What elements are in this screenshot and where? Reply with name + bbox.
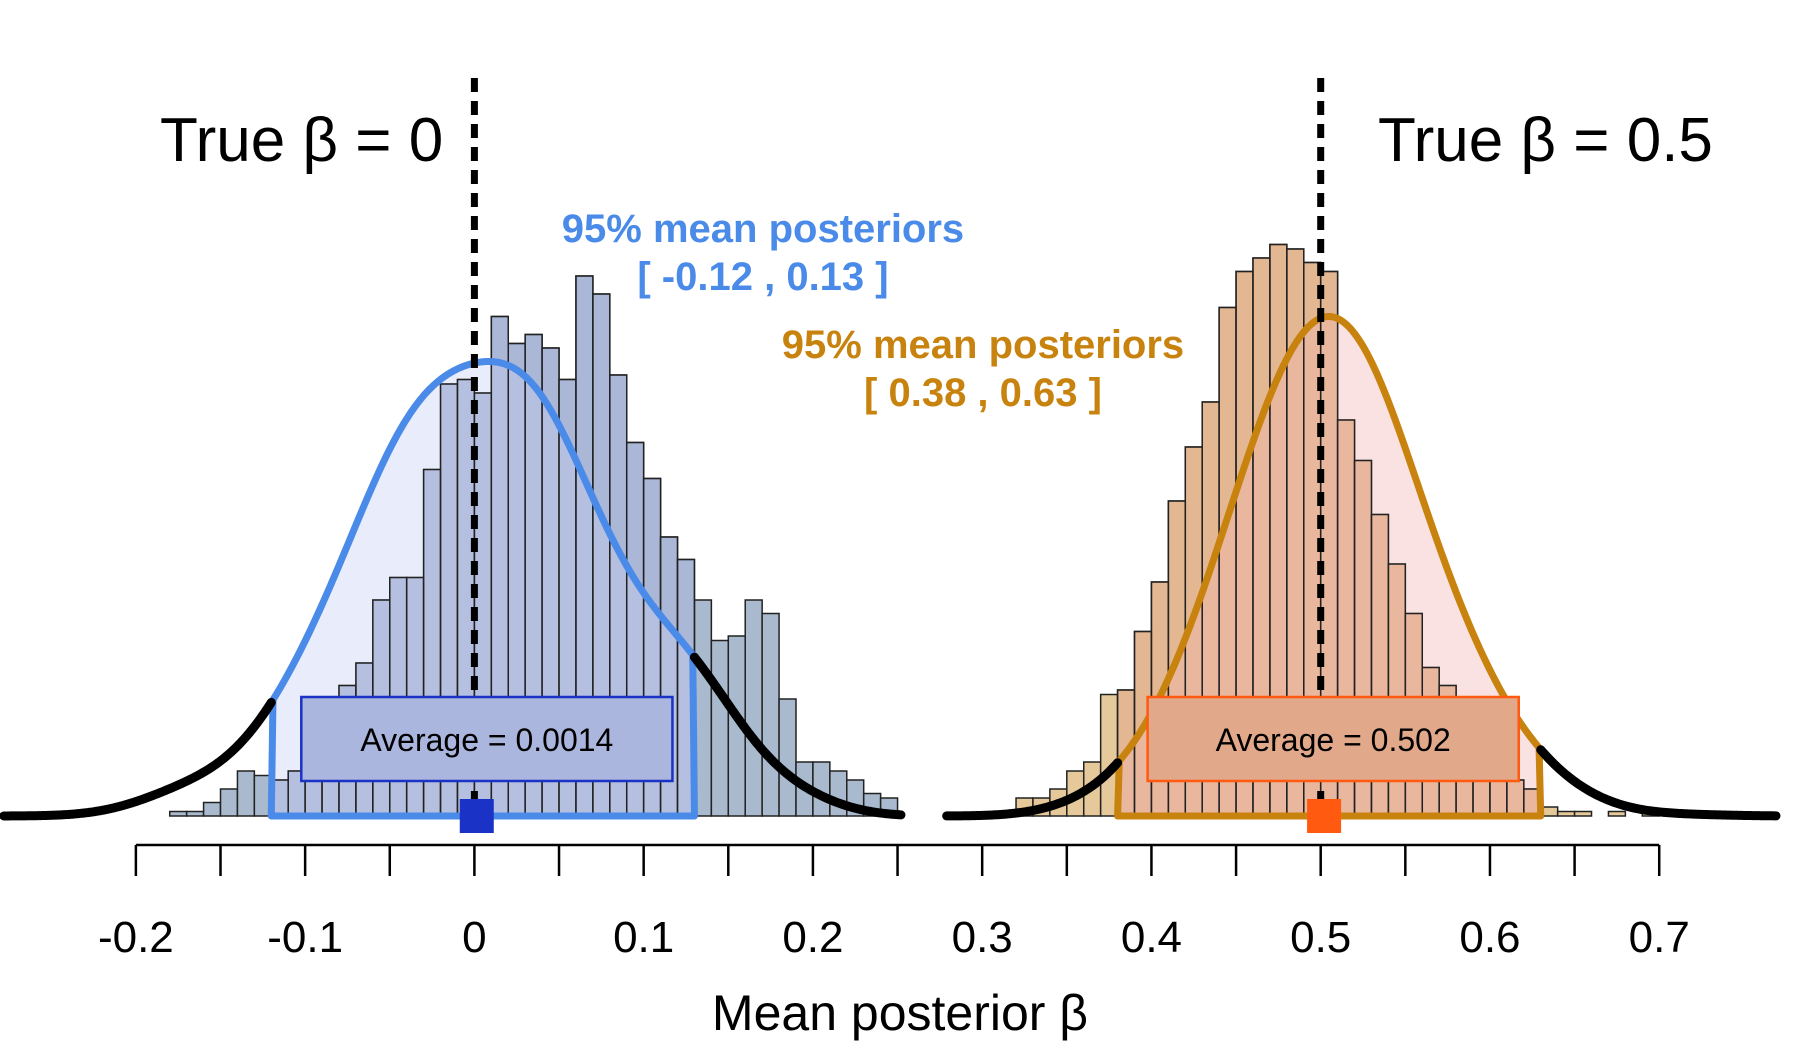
density-right-tail-beta-0 [689, 652, 906, 820]
hist-bar-beta-0.5 [1573, 810, 1593, 817]
ci-outline-beta-0 [267, 358, 698, 820]
hist-bar-beta-0 [185, 810, 205, 817]
panel-true-beta-0.5: Average = 0.502 [942, 78, 1781, 833]
ci-title-true-beta-0.5: 95% mean posteriors [782, 323, 1184, 367]
x-tick-label: -0.2 [98, 913, 174, 962]
hist-bar-beta-0 [761, 612, 780, 817]
x-tick-label: 0.3 [952, 913, 1013, 962]
hist-bar-beta-0.5 [1607, 810, 1627, 817]
ci-range-true-beta-0: [ -0.12 , 0.13 ] [637, 255, 888, 299]
hist-bar-beta-0 [710, 639, 730, 817]
x-axis: -0.2 -0.1 0 0.1 0.2 0.3 0.4 0.5 0.6 0.7 [98, 843, 1690, 962]
x-tick-label: 0.5 [1290, 913, 1351, 962]
hist-bar-beta-0 [778, 698, 797, 817]
x-tick-label: 0.2 [782, 913, 843, 962]
density-left-tail-beta-0 [0, 697, 276, 821]
average-box-beta-0.5 [1146, 695, 1520, 783]
x-axis-title: Mean posterior β [712, 985, 1088, 1041]
average-label-beta-0: Average = 0.0014 [360, 722, 613, 758]
average-marker-beta-0.5 [1307, 799, 1342, 833]
hist-bar-beta-0.5 [1556, 810, 1576, 817]
ci-title-true-beta-0: 95% mean posteriors [562, 207, 964, 251]
ci-bar-beta-0.5 [1506, 779, 1525, 817]
hist-bar-beta-0 [236, 770, 256, 817]
x-tick-label: -0.1 [267, 913, 343, 962]
average-marker-beta-0 [459, 799, 494, 833]
hist-bar-beta-0 [202, 801, 222, 817]
hist-bar-beta-0 [168, 810, 188, 817]
ci-range-true-beta-0.5: [ 0.38 , 0.63 ] [864, 371, 1102, 415]
hist-bar-beta-0 [744, 599, 763, 817]
average-box-beta-0 [300, 695, 674, 783]
x-tick-label: 0.1 [613, 913, 674, 962]
label-true-beta-0: True β = 0 [160, 106, 443, 175]
ci-outline-beta-0.5 [1114, 313, 1545, 820]
average-label-beta-0.5: Average = 0.502 [1216, 722, 1451, 758]
x-tick-label: 0.7 [1629, 913, 1690, 962]
label-true-beta-0.5: True β = 0.5 [1378, 106, 1713, 175]
x-tick-label: 0.6 [1459, 913, 1520, 962]
density-right-tail-beta-0.5 [1536, 745, 1781, 821]
panel-true-beta-0: Average = 0.0014 [0, 78, 906, 833]
x-tick-label: 0 [462, 913, 486, 962]
hist-bar-beta-0 [219, 788, 239, 817]
density-left-tail-beta-0.5 [942, 758, 1123, 821]
x-tick-label: 0.4 [1121, 913, 1182, 962]
